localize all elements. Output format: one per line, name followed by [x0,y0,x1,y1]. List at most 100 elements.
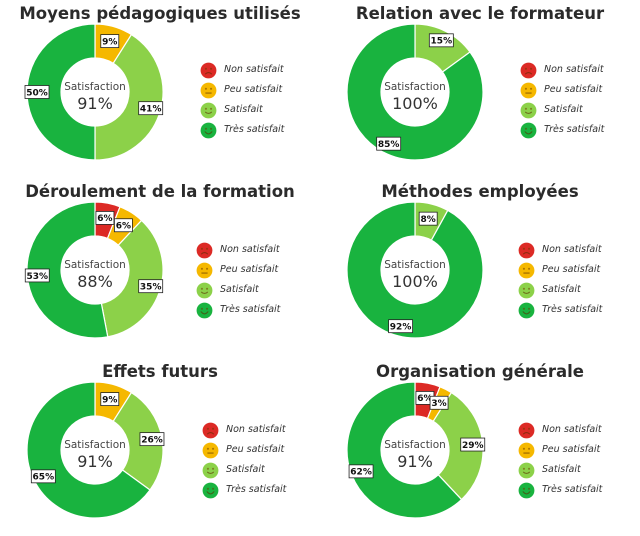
svg-text:92%: 92% [390,322,412,332]
svg-text:6%: 6% [116,222,131,232]
slice-satisfait [94,33,164,161]
legend-label: Peu satisfait [220,264,279,275]
data-label-satisfait: 15% [428,33,454,48]
chart-panel-methodes-employees: Méthodes employées 8% 92% Satisfaction 100% N… [320,178,640,356]
slice-tres-satisfait [346,201,484,339]
center-value: 91% [397,452,433,471]
svg-text:35%: 35% [140,282,162,292]
legend-label: Peu satisfait [544,84,603,95]
svg-text:62%: 62% [350,468,372,478]
legend-label: Satisfait [224,104,263,115]
chart-panel-relation-avec-le-formateur: Relation avec le formateur 15% 85% Satisfac… [320,0,640,178]
legend-label: Non satisfait [544,64,604,75]
data-label-tres-satisfait: 65% [30,469,56,484]
chart-panel-deroulement-de-la-formation: Déroulement de la formation 6% 6% 35% 53% Sat… [0,178,320,356]
legend-label: Peu satisfait [542,444,601,455]
frown-face-icon [202,422,219,439]
svg-text:9%: 9% [102,37,117,47]
data-label-satisfait: 29% [460,437,486,452]
frown-face-icon [200,62,217,79]
data-label-satisfait: 35% [138,279,164,294]
center-value: 91% [77,94,113,113]
svg-text:6%: 6% [97,214,112,224]
center-label: Satisfaction [64,259,126,271]
frown-face-icon [520,62,537,79]
slice-tres-satisfait [26,23,96,161]
slice-satisfait [100,219,164,338]
center-value: 100% [392,94,438,113]
chart-title: Relation avec le formateur [355,4,605,23]
legend-label: Peu satisfait [224,84,283,95]
legend-label: Non satisfait [542,244,602,255]
legend-label: Peu satisfait [226,444,285,455]
center-value: 100% [392,272,438,291]
data-label-peu-satisfait: 6% [113,218,133,233]
center-label: Satisfaction [384,81,446,93]
center-label: Satisfaction [384,439,446,451]
center-label: Satisfaction [384,259,446,271]
svg-text:85%: 85% [378,140,400,150]
center-value: 88% [77,272,113,291]
big-smile-face-icon [518,482,535,499]
svg-text:9%: 9% [102,395,117,405]
neutral-face-icon [518,442,535,459]
slice-satisfait [432,391,484,501]
legend-label: Non satisfait [226,424,286,435]
big-smile-face-icon [518,302,535,319]
chart-panel-organisation-generale: Organisation générale 6% 3% 29% 62% Satisfact… [320,358,640,536]
chart-panel-effets-futurs: Effets futurs 9% 26% 65% Satisfaction 91% Non … [0,358,320,536]
legend-label: Non satisfait [224,64,284,75]
smile-face-icon [200,102,217,119]
svg-text:15%: 15% [431,37,453,47]
data-label-tres-satisfait: 85% [376,136,402,151]
legend-label: Très satisfait [226,484,287,495]
svg-text:53%: 53% [26,272,48,282]
data-label-peu-satisfait: 9% [100,34,120,49]
smile-face-icon [202,462,219,479]
frown-face-icon [196,242,213,259]
neutral-face-icon [196,262,213,279]
legend-label: Satisfait [542,284,581,295]
smile-face-icon [196,282,213,299]
chart-title: Organisation générale [376,362,584,381]
legend-label: Satisfait [542,464,581,475]
data-label-satisfait: 8% [418,211,438,226]
data-label-satisfait: 41% [138,101,164,116]
big-smile-face-icon [202,482,219,499]
slice-tres-satisfait [346,23,484,161]
big-smile-face-icon [200,122,217,139]
chart-title: Méthodes employées [381,182,579,201]
center-value: 91% [77,452,113,471]
neutral-face-icon [202,442,219,459]
legend-label: Très satisfait [542,484,603,495]
neutral-face-icon [518,262,535,279]
chart-title: Déroulement de la formation [25,182,295,201]
frown-face-icon [518,242,535,259]
data-label-peu-satisfait: 3% [429,395,449,410]
center-label: Satisfaction [64,81,126,93]
data-label-satisfait: 26% [139,432,165,447]
svg-text:29%: 29% [462,441,484,451]
svg-text:3%: 3% [431,399,446,409]
svg-text:50%: 50% [26,88,48,98]
legend-label: Très satisfait [224,124,285,135]
legend-label: Satisfait [226,464,265,475]
slice-tres-satisfait [346,381,463,519]
slice-tres-satisfait [26,381,151,519]
chart-panel-moyens-pedagogiques-utilises: Moyens pédagogiques utilisés 9% 41% 50% Sati… [0,0,320,178]
neutral-face-icon [520,82,537,99]
smile-face-icon [518,282,535,299]
data-label-peu-satisfait: 9% [100,392,120,407]
data-label-non-satisfait: 6% [95,211,115,225]
data-label-tres-satisfait: 50% [24,85,50,99]
legend-label: Non satisfait [542,424,602,435]
legend-label: Non satisfait [220,244,280,255]
slice-satisfait [112,391,164,491]
center-label: Satisfaction [64,439,126,451]
legend-label: Satisfait [544,104,583,115]
